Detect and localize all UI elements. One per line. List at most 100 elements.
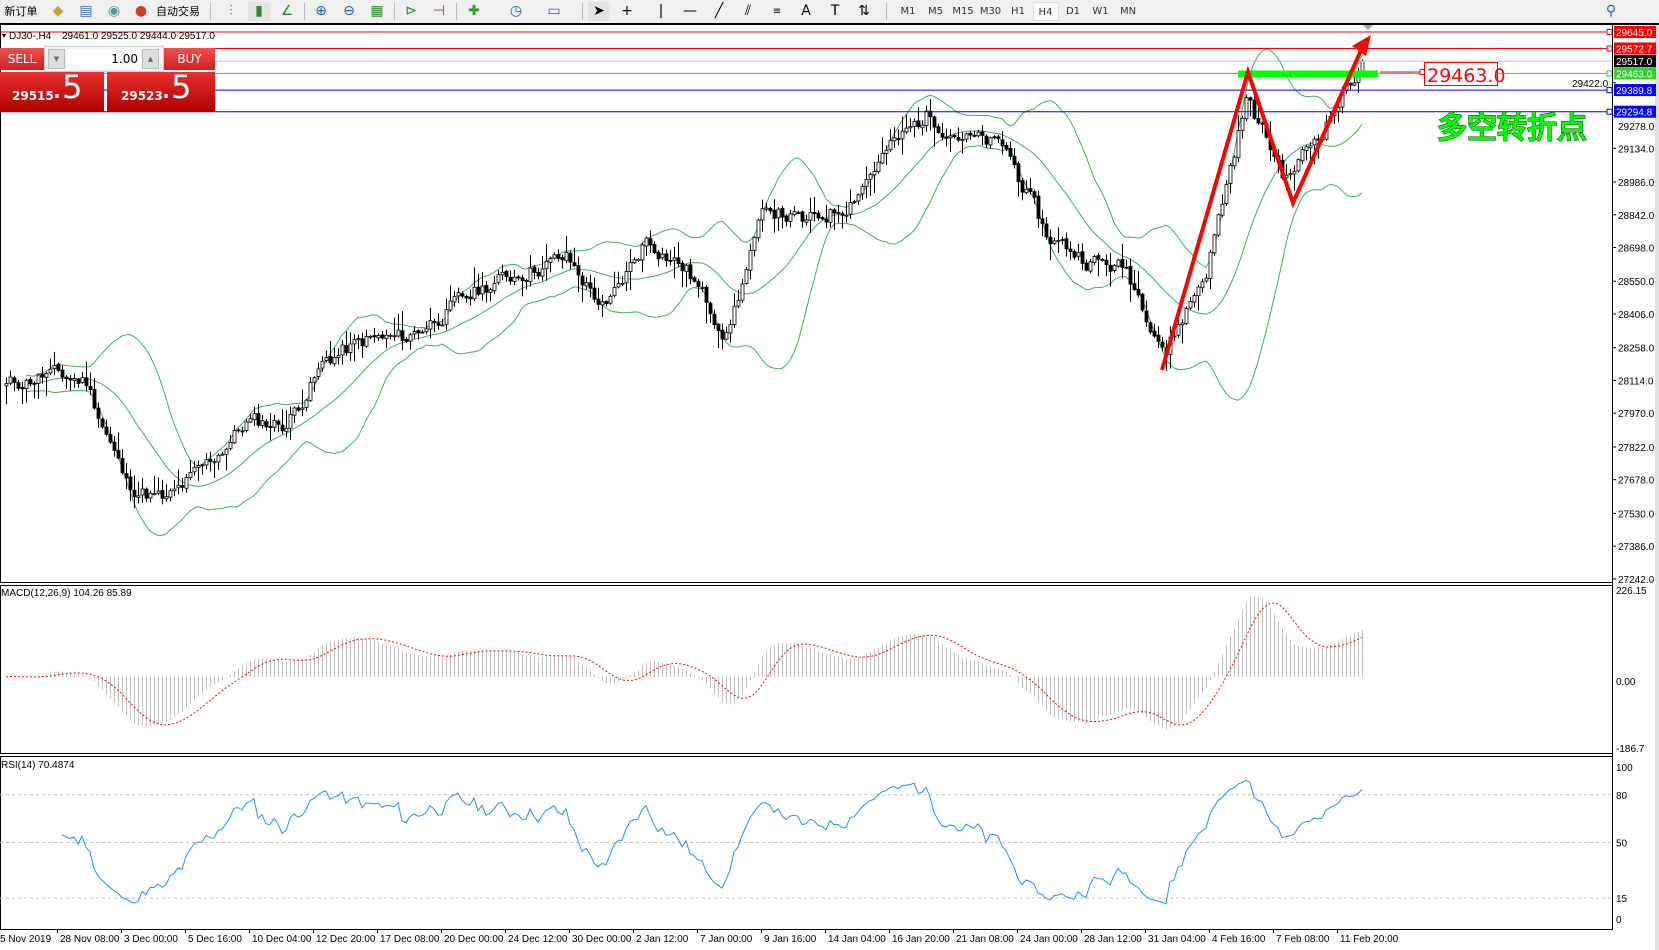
lot-size-input[interactable] (66, 49, 141, 69)
price-axis-label: 27386.0 (1618, 542, 1655, 553)
templates-icon[interactable]: ▭ (547, 3, 561, 19)
timeframe-w1[interactable]: W1 (1092, 6, 1109, 17)
price-level-label: 29645.0 (1616, 28, 1653, 39)
candle (764, 202, 769, 212)
equidistant-channel-icon[interactable]: ⫽ (744, 3, 752, 19)
candle (824, 204, 829, 229)
candle (232, 424, 237, 445)
timeframe-m30[interactable]: M30 (979, 6, 1002, 17)
bar-chart-icon[interactable]: ⫶ (229, 3, 233, 19)
candle (1032, 189, 1037, 204)
candle (1188, 296, 1193, 310)
line-chart-icon[interactable]: ∠ (280, 3, 294, 19)
zoom-in-icon[interactable]: ⊕ (315, 3, 327, 19)
sell-button[interactable]: SELL (0, 48, 44, 70)
candle-body (728, 324, 733, 334)
price-level-label-bg (1614, 105, 1656, 118)
trendline-icon[interactable]: ╱ (714, 3, 724, 19)
sell-price-button[interactable]: 29515 .5 (0, 68, 104, 112)
candle (108, 426, 113, 445)
lot-size-stepper: ▼ ▲ (44, 46, 164, 72)
candle (476, 273, 481, 297)
zoom-out-icon[interactable]: ⊖ (343, 3, 355, 19)
candle (836, 204, 841, 223)
candle-body (632, 259, 637, 264)
timeframe-m1[interactable]: M1 (900, 6, 916, 17)
signals-icon[interactable]: ◉ (107, 3, 121, 19)
timeframe-m15[interactable]: M15 (952, 6, 974, 17)
candle (16, 379, 21, 391)
candle (360, 332, 365, 358)
candle-body (1196, 286, 1201, 297)
candle-body (772, 209, 777, 219)
candle-body (544, 261, 549, 270)
candle (1244, 94, 1249, 122)
candle-body (196, 465, 201, 468)
candle-body (200, 464, 205, 467)
timeframe-d1[interactable]: D1 (1065, 6, 1081, 17)
text-icon[interactable]: A (801, 3, 811, 19)
candle (1212, 233, 1217, 256)
candle-body (28, 379, 33, 385)
buy-price-button[interactable]: 29523 .5 (107, 68, 215, 112)
candle (820, 215, 825, 221)
auto-trading-button[interactable]: 自动交易 (156, 5, 200, 18)
candle-body (1084, 262, 1089, 271)
price-axis-label: 27970.0 (1618, 409, 1655, 420)
candle (908, 118, 913, 133)
candle-body (432, 320, 437, 323)
candlestick-icon[interactable]: ▮ (248, 2, 270, 21)
auto-scroll-icon[interactable]: ⊳ (405, 3, 417, 19)
chart-shift-icon[interactable]: ⊣ (432, 3, 446, 19)
candle (412, 326, 417, 339)
candle (1020, 177, 1025, 201)
candle-body (40, 373, 45, 378)
auto-trading-icon[interactable]: ● (134, 3, 148, 19)
market-watch-icon[interactable]: ◆ (52, 3, 64, 19)
timeframe-h4[interactable]: H4 (1032, 2, 1059, 21)
candle-body (784, 215, 789, 222)
candle-body (1028, 188, 1033, 192)
text-label-icon[interactable]: T (830, 3, 840, 19)
candle-body (184, 477, 189, 489)
periods-icon[interactable]: ◷ (509, 3, 523, 19)
indicators-icon[interactable]: ✚ (468, 3, 480, 19)
candle-body (84, 377, 89, 387)
candle (80, 371, 85, 384)
symbol-menu-icon (2, 34, 6, 38)
candle (460, 291, 465, 299)
candle-body (1024, 188, 1029, 193)
chart-window[interactable]: 29422.0 29278.0 29134.0 28986.0 28842.0 28698… (0, 25, 1659, 950)
crosshair-icon[interactable]: + (621, 3, 633, 19)
search-icon[interactable]: ⚲ (1605, 3, 1617, 19)
candle (532, 265, 537, 280)
buy-button[interactable]: BUY (164, 48, 215, 70)
candle (544, 244, 549, 281)
timeframe-mn[interactable]: MN (1119, 6, 1137, 17)
lot-increase-button[interactable]: ▲ (142, 49, 159, 69)
candle-body (704, 286, 709, 303)
time-axis-label: 5 Dec 16:00 (188, 934, 242, 945)
candle-body (168, 490, 173, 498)
candle (1024, 180, 1029, 195)
navigator-icon[interactable]: ▤ (79, 3, 93, 19)
timeframe-h1[interactable]: H1 (1011, 6, 1025, 17)
lot-decrease-button[interactable]: ▼ (48, 49, 65, 69)
cursor-icon[interactable]: ➤ (588, 2, 610, 21)
candle-body (304, 399, 309, 408)
horizontal-line-icon[interactable]: — (683, 3, 697, 19)
candle (1348, 82, 1353, 90)
candle-body (92, 388, 97, 409)
tile-windows-icon[interactable]: ▦ (370, 3, 384, 19)
vertical-line-icon[interactable]: | (658, 3, 664, 19)
fibonacci-icon[interactable]: ≡ (772, 6, 782, 17)
candle (144, 487, 149, 502)
candle (516, 274, 521, 281)
candle (972, 130, 977, 138)
arrows-icon[interactable]: ⇅ (858, 3, 870, 19)
timeframe-m5[interactable]: M5 (928, 6, 943, 17)
new-order-button[interactable]: 新订单 (4, 5, 38, 18)
macd-axis-label: 226.15 (1616, 586, 1647, 597)
candle-body (436, 322, 441, 326)
candle (484, 281, 489, 303)
